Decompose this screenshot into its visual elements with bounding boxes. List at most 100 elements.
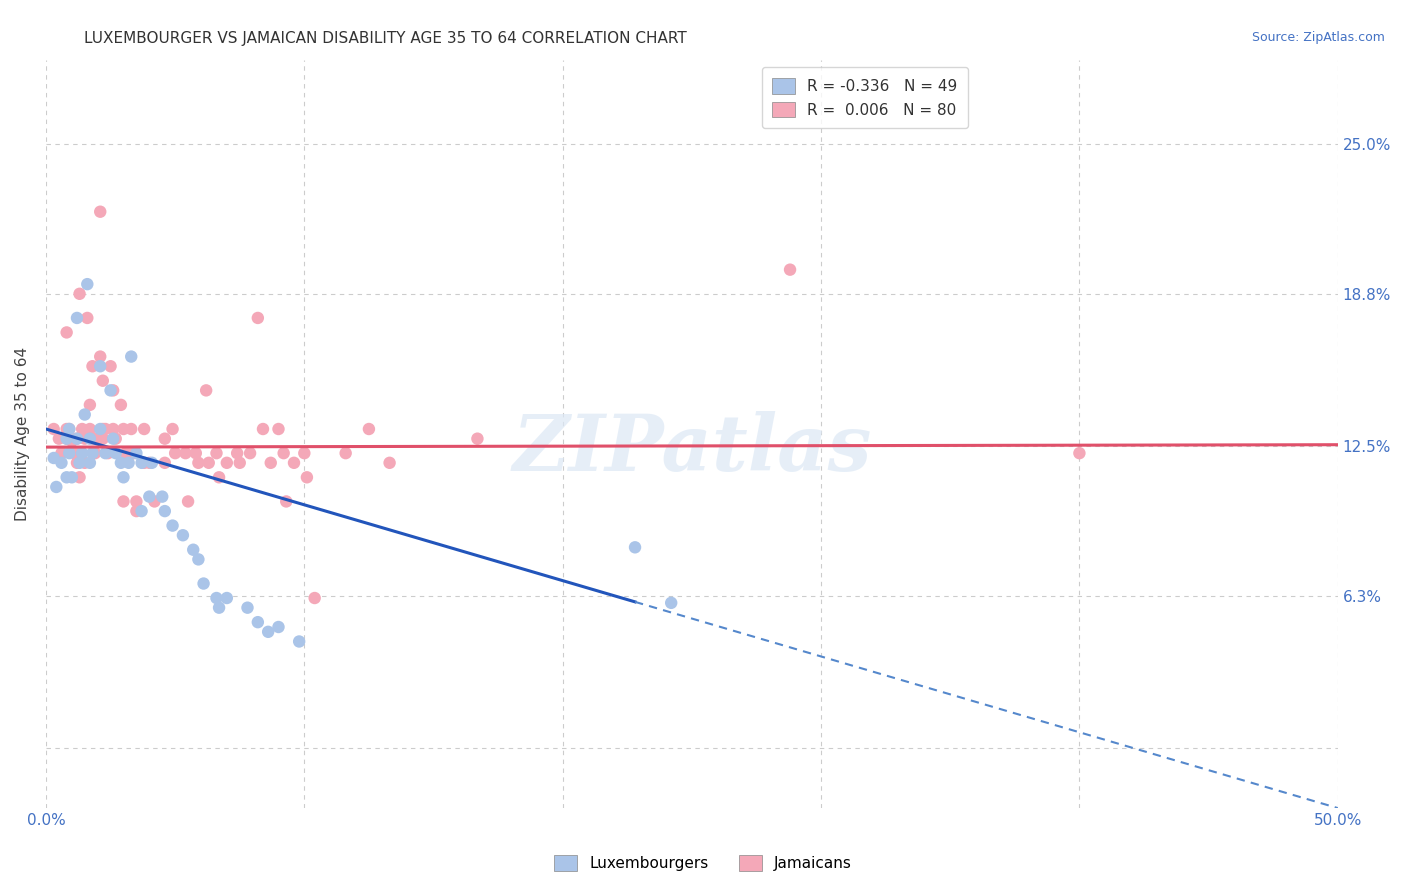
Point [252, 422, 274, 436]
Point [45, 480, 67, 494]
Point [153, 504, 176, 518]
Point [94, 446, 117, 460]
Point [335, 446, 357, 460]
Point [172, 528, 194, 542]
Point [273, 446, 295, 460]
Point [79, 398, 101, 412]
Point [193, 576, 215, 591]
Point [55, 432, 77, 446]
Point [181, 542, 204, 557]
Point [295, 470, 318, 484]
Point [110, 456, 132, 470]
Point [131, 504, 153, 518]
Legend: Luxembourgers, Jamaicans: Luxembourgers, Jamaicans [548, 849, 858, 877]
Point [100, 359, 122, 374]
Point [138, 490, 160, 504]
Point [246, 310, 269, 325]
Point [162, 518, 184, 533]
Point [165, 446, 187, 460]
Point [60, 470, 83, 484]
Point [66, 310, 89, 325]
Point [236, 600, 259, 615]
Point [246, 615, 269, 629]
Point [79, 456, 101, 470]
Point [197, 456, 219, 470]
Point [215, 591, 238, 605]
Point [304, 591, 326, 605]
Point [138, 456, 160, 470]
Point [55, 326, 77, 340]
Point [63, 446, 86, 460]
Point [125, 504, 148, 518]
Point [89, 422, 111, 436]
Point [101, 422, 124, 436]
Point [125, 446, 148, 460]
Point [42, 422, 65, 436]
Point [195, 384, 218, 398]
Legend: R = -0.336   N = 49, R =  0.006   N = 80: R = -0.336 N = 49, R = 0.006 N = 80 [762, 67, 969, 128]
Point [66, 456, 89, 470]
Point [76, 310, 98, 325]
Point [66, 432, 89, 446]
Point [208, 600, 231, 615]
Point [58, 422, 80, 436]
Point [94, 422, 117, 436]
Point [131, 456, 153, 470]
Point [257, 624, 280, 639]
Point [467, 432, 489, 446]
Point [51, 446, 73, 460]
Point [112, 470, 135, 484]
Point [624, 541, 647, 555]
Point [162, 422, 184, 436]
Point [187, 456, 209, 470]
Point [153, 456, 176, 470]
Point [69, 456, 91, 470]
Point [73, 432, 96, 446]
Point [267, 620, 290, 634]
Point [55, 470, 77, 484]
Point [55, 422, 77, 436]
Point [84, 446, 107, 460]
Point [79, 432, 101, 446]
Point [58, 446, 80, 460]
Text: ZIPatlas: ZIPatlas [512, 410, 872, 487]
Point [120, 350, 142, 364]
Point [208, 470, 231, 484]
Point [122, 446, 145, 460]
Point [89, 350, 111, 364]
Point [177, 494, 200, 508]
Point [378, 456, 401, 470]
Point [91, 374, 114, 388]
Point [110, 398, 132, 412]
Point [260, 456, 283, 470]
Point [76, 277, 98, 292]
Point [82, 359, 104, 374]
Y-axis label: Disability Age 35 to 64: Disability Age 35 to 64 [15, 347, 30, 521]
Point [292, 446, 315, 460]
Point [276, 494, 298, 508]
Point [70, 446, 93, 460]
Point [150, 490, 173, 504]
Point [82, 432, 104, 446]
Point [134, 422, 156, 436]
Point [70, 422, 93, 436]
Point [104, 432, 127, 446]
Point [357, 422, 380, 436]
Point [112, 422, 135, 436]
Point [73, 456, 96, 470]
Point [66, 432, 89, 446]
Text: LUXEMBOURGER VS JAMAICAN DISABILITY AGE 35 TO 64 CORRELATION CHART: LUXEMBOURGER VS JAMAICAN DISABILITY AGE … [84, 31, 688, 46]
Point [91, 432, 114, 446]
Point [239, 446, 262, 460]
Point [51, 456, 73, 470]
Point [659, 596, 682, 610]
Point [69, 470, 91, 484]
Point [66, 446, 89, 460]
Point [283, 456, 305, 470]
Point [120, 422, 142, 436]
Point [89, 204, 111, 219]
Point [229, 456, 252, 470]
Point [73, 408, 96, 422]
Point [226, 446, 249, 460]
Point [58, 422, 80, 436]
